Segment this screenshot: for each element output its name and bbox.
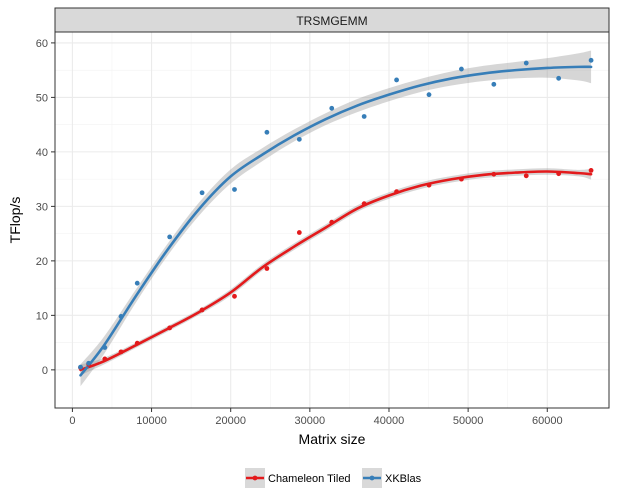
y-tick-label: 30 [36, 201, 48, 213]
data-point-series-1 [167, 325, 173, 331]
grid [55, 32, 609, 408]
data-point-series-2 [296, 136, 302, 142]
data-point-series-2 [232, 187, 237, 192]
legend-label: Chameleon Tiled [268, 473, 351, 485]
confidence-bands [80, 50, 592, 387]
data-point-series-1 [232, 293, 237, 299]
y-axis: 0 10 20 30 40 50 60 [36, 38, 55, 377]
x-axis: 0 10000 20000 30000 40000 50000 60000 [69, 408, 563, 427]
facet-strip: TRSMGEMM [54, 7, 610, 33]
legend-key-point [369, 475, 375, 481]
data-point-series-2 [86, 360, 92, 366]
data-point-series-1 [394, 189, 399, 195]
x-tick-label: 60000 [532, 415, 563, 427]
data-point-series-2 [556, 75, 562, 81]
fit-line-series-1 [79, 170, 593, 372]
data-point-series-1 [296, 230, 302, 235]
x-tick-label: 40000 [374, 415, 405, 427]
data-point-series-1 [264, 266, 270, 271]
data-point-series-2 [134, 280, 140, 286]
data-point-series-1 [102, 356, 108, 362]
facet-strip-background [54, 7, 610, 33]
confidence-band-series-2 [80, 50, 592, 387]
data-point-series-1 [556, 171, 562, 177]
data-point-series-1 [426, 182, 432, 188]
data-point-series-2 [491, 81, 497, 87]
data-point-series-1 [361, 201, 367, 207]
y-tick-label: 20 [36, 256, 48, 268]
fit-lines [79, 65, 593, 377]
data-point-series-1 [588, 168, 594, 173]
data-point-series-2 [199, 190, 205, 196]
data-point-series-2 [426, 92, 432, 98]
x-tick-label: 20000 [215, 415, 246, 427]
fit-line-series-2 [79, 65, 593, 377]
data-points [78, 57, 594, 371]
data-point-series-2 [102, 345, 108, 350]
data-point-series-2 [329, 105, 335, 111]
plot-panel-border [54, 31, 610, 409]
data-point-series-1 [491, 171, 497, 177]
x-axis-title: Matrix size [299, 431, 366, 447]
data-point-series-1 [118, 349, 124, 355]
data-point-series-1 [459, 176, 464, 182]
data-point-series-2 [523, 60, 529, 66]
facet-strip-label: TRSMGEMM [296, 14, 367, 28]
y-tick-label: 50 [36, 92, 48, 104]
legend: Chameleon Tiled XKBlas [245, 468, 422, 488]
data-point-series-1 [134, 340, 140, 346]
x-tick-label: 30000 [295, 415, 326, 427]
data-point-series-2 [588, 57, 594, 63]
legend-key-point [252, 475, 258, 481]
y-tick-label: 40 [36, 147, 48, 159]
y-axis-title: TFlop/s [7, 197, 23, 244]
data-point-series-1 [523, 173, 529, 179]
y-tick-label: 10 [36, 310, 48, 322]
data-point-series-2 [78, 364, 83, 370]
x-tick-label: 50000 [453, 415, 484, 427]
data-point-series-2 [394, 77, 399, 83]
data-point-series-1 [329, 219, 335, 225]
data-point-series-2 [361, 114, 367, 119]
y-tick-label: 0 [42, 365, 48, 377]
data-point-series-2 [167, 234, 173, 240]
data-point-series-1 [199, 307, 205, 313]
x-tick-label: 0 [69, 415, 75, 427]
y-tick-label: 60 [36, 38, 48, 50]
legend-label: XKBlas [385, 473, 422, 485]
x-tick-label: 10000 [136, 415, 167, 427]
data-point-series-2 [459, 66, 464, 72]
data-point-series-2 [118, 314, 124, 319]
data-point-series-2 [264, 129, 270, 135]
